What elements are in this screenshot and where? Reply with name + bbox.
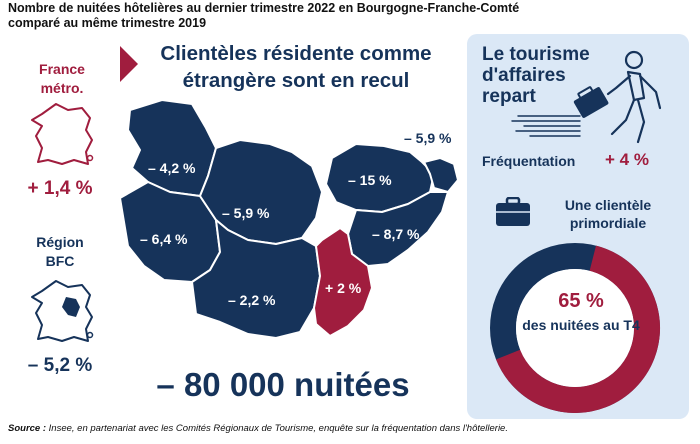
france-value: + 1,4 % [27, 178, 93, 199]
headline: Clientèles résidente comme étrangère son… [160, 42, 432, 92]
region-outline-icon [31, 280, 94, 342]
department-yonne [127, 99, 217, 197]
speed-lines-icon [511, 115, 581, 137]
department-jura [313, 227, 373, 337]
donut-chart [490, 243, 660, 413]
dept-value-jura: + 2 % [325, 280, 362, 296]
title-line-2: comparé au même trimestre 2019 [8, 16, 207, 30]
region-map [119, 99, 459, 339]
arrow-icon [120, 46, 138, 82]
department-territoire-de-belfort [423, 157, 459, 193]
france-label: France métro. [39, 61, 85, 96]
frequentation-label: Fréquentation [482, 153, 576, 169]
figure-title: Nombre de nuitées hôtelières au dernier … [8, 1, 608, 31]
dept-value-doubs: – 8,7 % [372, 226, 420, 242]
title-line-1: Nombre de nuitées hôtelières au dernier … [8, 1, 520, 15]
donut-label: des nuitées au T4 [522, 317, 640, 333]
donut-percent: 65 % [558, 290, 604, 312]
briefcase-icon [496, 197, 530, 226]
dept-value-saone-et-loire: – 2,2 % [228, 292, 276, 308]
total-nuitees: – 80 000 nuitées [156, 366, 410, 403]
client-title: Une clientèle primordiale [564, 197, 652, 231]
dept-value-haute-saone: – 15 % [348, 172, 392, 188]
frequentation-value: + 4 % [605, 150, 649, 169]
region-label: Région BFC [36, 234, 84, 269]
dept-value-territoire-de-belfort: – 5,9 % [404, 130, 452, 146]
business-traveller-icon [573, 50, 662, 144]
source-note: Source : Insee, en partenariat avec les … [8, 423, 698, 434]
donut-center [516, 269, 634, 387]
donut-share-arc [496, 245, 660, 413]
dept-value-cote-dor: – 5,9 % [222, 205, 270, 221]
region-value: – 5,2 % [27, 355, 93, 376]
france-outline-icon [31, 103, 94, 165]
source-text: Insee, en partenariat avec les Comités R… [48, 423, 508, 434]
dept-value-yonne: – 4,2 % [148, 160, 196, 176]
source-prefix: Source : [8, 423, 47, 434]
dept-value-nievre: – 6,4 % [140, 231, 188, 247]
panel-title: Le tourisme d'affaires repart [482, 44, 590, 107]
